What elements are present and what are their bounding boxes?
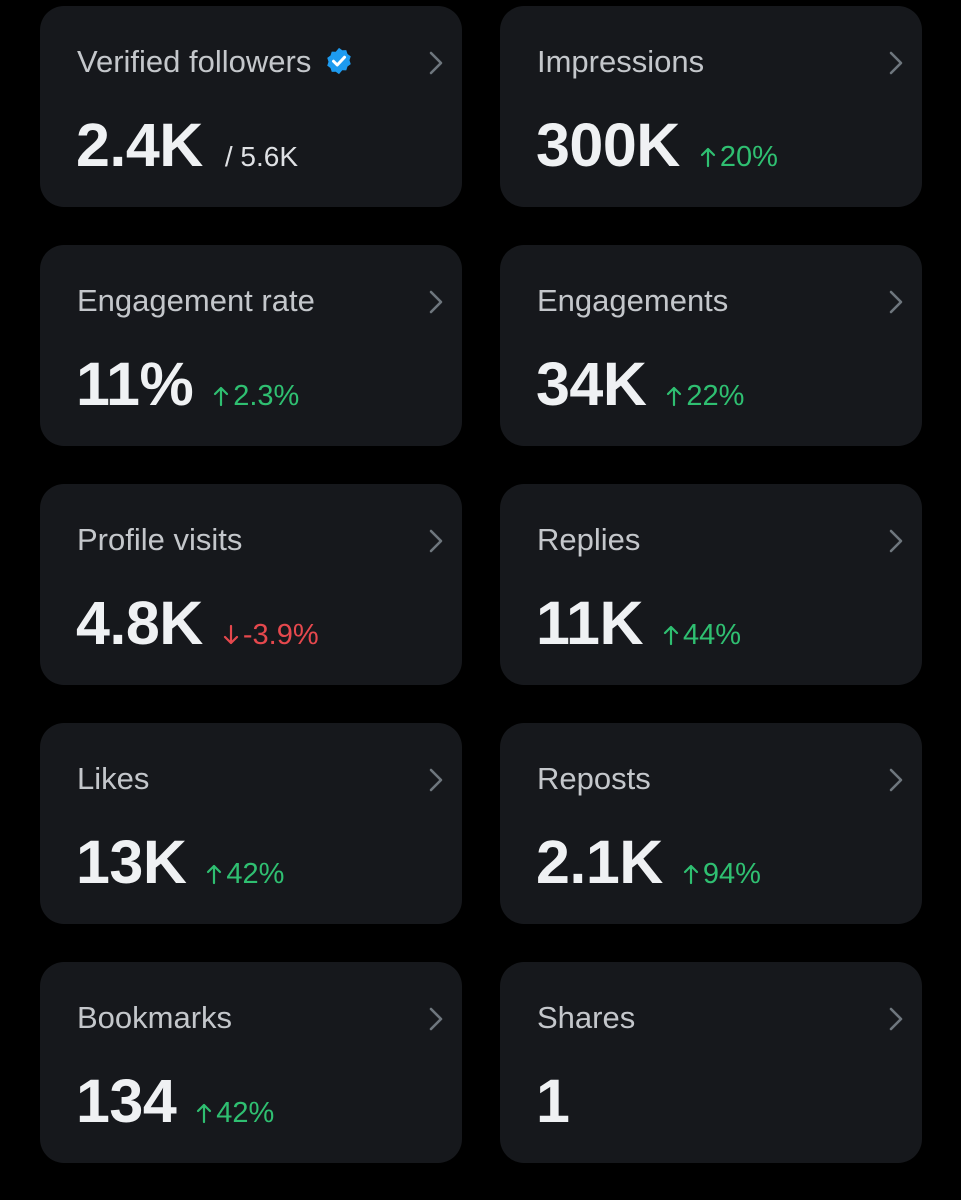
card-value-row: 13K 42% (76, 827, 284, 897)
card-title: Likes (77, 761, 150, 796)
card-value: 34K (536, 350, 647, 418)
chevron-right-icon (429, 51, 443, 75)
arrow-up-icon (197, 1103, 212, 1124)
change-indicator: 44% (663, 600, 741, 670)
card-value: 4.8K (76, 589, 203, 657)
card-value-row: 4.8K -3.9% (76, 588, 319, 658)
change-value: 2.3% (233, 380, 300, 412)
change-value: 22% (686, 380, 745, 412)
chevron-right-icon (429, 1007, 443, 1031)
change-value: 44% (683, 619, 742, 651)
arrow-up-icon (667, 386, 682, 407)
card-title: Verified followers (77, 44, 312, 79)
card-value-row: 11% 2.3% (76, 349, 299, 419)
card-value: 11K (536, 589, 644, 657)
impressions-card[interactable]: Impressions 300K 20% (500, 6, 922, 207)
card-value: 13K (76, 828, 187, 896)
engagements-card[interactable]: Engagements 34K 22% (500, 245, 922, 446)
arrow-up-icon (207, 864, 222, 885)
card-value: 1 (536, 1067, 570, 1135)
card-total: / 5.6K (224, 141, 299, 172)
likes-card[interactable]: Likes 13K 42% (40, 723, 462, 924)
card-value-row: 11K 44% (536, 588, 741, 658)
card-title: Shares (537, 1000, 636, 1035)
card-value: 300K (536, 111, 680, 179)
change-indicator: 22% (666, 361, 744, 431)
card-value-row: 134 42% (76, 1066, 274, 1136)
change-value: 42% (226, 858, 285, 890)
card-title: Bookmarks (77, 1000, 233, 1035)
card-value: 2.4K (76, 111, 203, 179)
change-indicator: 20% (700, 122, 778, 192)
card-value: 2.1K (536, 828, 663, 896)
chevron-right-icon (889, 51, 903, 75)
card-value-row: 300K 20% (536, 110, 778, 180)
card-title-wrapper: Verified followers (77, 44, 354, 80)
card-value-row: 1 (536, 1066, 570, 1136)
arrow-down-icon (223, 624, 238, 645)
engagement-rate-card[interactable]: Engagement rate 11% 2.3% (40, 245, 462, 446)
change-indicator: 2.3% (213, 361, 299, 431)
change-indicator: -3.9% (223, 600, 319, 670)
change-indicator: 94% (683, 839, 761, 909)
chevron-right-icon (889, 768, 903, 792)
change-indicator: 42% (196, 1078, 274, 1148)
arrow-up-icon (683, 864, 698, 885)
card-value: 134 (76, 1067, 177, 1135)
change-indicator: 42% (206, 839, 284, 909)
chevron-right-icon (889, 290, 903, 314)
card-value-row: 2.1K 94% (536, 827, 761, 897)
bookmarks-card[interactable]: Bookmarks 134 42% (40, 962, 462, 1163)
arrow-up-icon (214, 386, 229, 407)
card-title: Profile visits (77, 522, 243, 557)
chevron-right-icon (889, 529, 903, 553)
shares-card[interactable]: Shares 1 (500, 962, 922, 1163)
replies-card[interactable]: Replies 11K 44% (500, 484, 922, 685)
chevron-right-icon (429, 768, 443, 792)
card-value: 11% (76, 350, 194, 418)
change-value: 42% (216, 1097, 275, 1129)
chevron-right-icon (889, 1007, 903, 1031)
change-value: 94% (702, 858, 761, 890)
verified-followers-card[interactable]: Verified followers 2.4K / 5.6K (40, 6, 462, 207)
change-value: 20% (719, 141, 778, 173)
card-title: Engagement rate (77, 283, 315, 318)
analytics-metrics-grid: Verified followers 2.4K / 5.6K Impressio… (40, 6, 922, 1163)
profile-visits-card[interactable]: Profile visits 4.8K -3.9% (40, 484, 462, 685)
card-title: Replies (537, 522, 641, 557)
change-value: -3.9% (242, 619, 319, 651)
reposts-card[interactable]: Reposts 2.1K 94% (500, 723, 922, 924)
card-value-row: 2.4K / 5.6K (76, 110, 298, 180)
chevron-right-icon (429, 290, 443, 314)
card-title: Reposts (537, 761, 651, 796)
card-title: Engagements (537, 283, 729, 318)
arrow-up-icon (700, 147, 715, 168)
card-value-row: 34K 22% (536, 349, 744, 419)
card-title: Impressions (537, 44, 705, 79)
arrow-up-icon (663, 625, 679, 646)
verified-badge-icon (327, 47, 352, 75)
chevron-right-icon (429, 529, 443, 553)
